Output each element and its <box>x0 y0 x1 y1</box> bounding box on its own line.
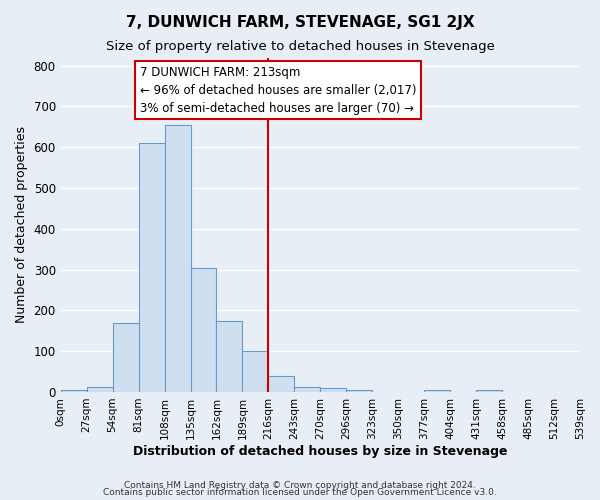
Y-axis label: Number of detached properties: Number of detached properties <box>15 126 28 323</box>
Bar <box>424 390 450 392</box>
Text: Contains public sector information licensed under the Open Government Licence v3: Contains public sector information licen… <box>103 488 497 497</box>
Bar <box>320 388 346 392</box>
Text: 7, DUNWICH FARM, STEVENAGE, SG1 2JX: 7, DUNWICH FARM, STEVENAGE, SG1 2JX <box>125 15 475 30</box>
Text: Size of property relative to detached houses in Stevenage: Size of property relative to detached ho… <box>106 40 494 53</box>
Bar <box>164 125 191 392</box>
Text: 7 DUNWICH FARM: 213sqm
← 96% of detached houses are smaller (2,017)
3% of semi-d: 7 DUNWICH FARM: 213sqm ← 96% of detached… <box>140 66 416 114</box>
Bar <box>113 322 139 392</box>
Bar <box>242 351 268 392</box>
Bar <box>86 387 113 392</box>
Bar <box>139 143 164 392</box>
Text: Contains HM Land Registry data © Crown copyright and database right 2024.: Contains HM Land Registry data © Crown c… <box>124 480 476 490</box>
Bar <box>346 390 372 392</box>
Bar <box>268 376 295 392</box>
Bar <box>295 387 320 392</box>
Bar <box>61 390 86 392</box>
Bar <box>191 268 217 392</box>
Bar <box>476 390 502 392</box>
X-axis label: Distribution of detached houses by size in Stevenage: Distribution of detached houses by size … <box>133 444 508 458</box>
Bar <box>217 320 242 392</box>
